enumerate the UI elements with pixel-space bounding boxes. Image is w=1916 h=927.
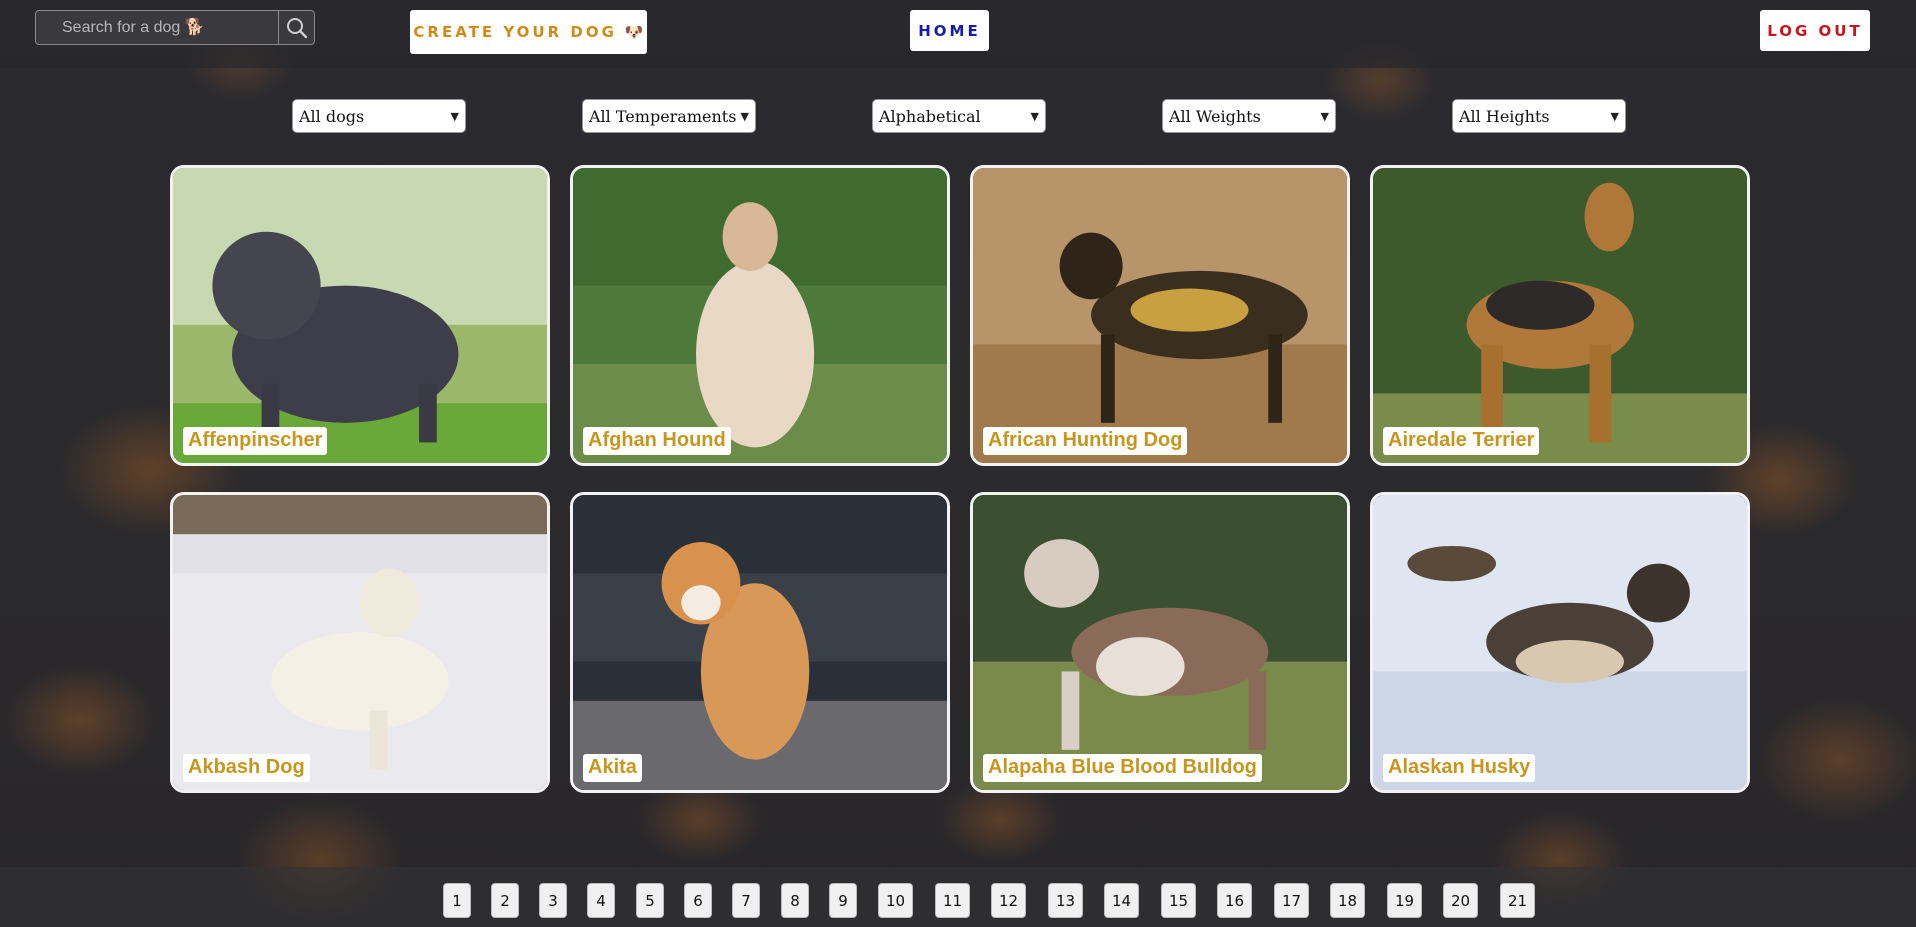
dog-name: Alapaha Blue Blood Bulldog — [983, 754, 1262, 782]
create-dog-label: CREATE YOUR DOG — [413, 23, 617, 41]
dog-photo — [573, 495, 947, 790]
create-dog-button[interactable]: CREATE YOUR DOG 🐶 — [410, 10, 647, 54]
page-button-14[interactable]: 14 — [1104, 883, 1139, 918]
dog-name: Alaskan Husky — [1383, 754, 1536, 782]
page-button-15[interactable]: 15 — [1161, 883, 1196, 918]
page-button-6[interactable]: 6 — [684, 883, 712, 918]
page-button-4[interactable]: 4 — [587, 883, 615, 918]
dog-name: Akbash Dog — [183, 754, 310, 782]
page-button-11[interactable]: 11 — [935, 883, 970, 918]
filter-temperament-select[interactable]: All Temperaments ▼ — [582, 99, 756, 133]
dog-photo — [1373, 495, 1747, 790]
filter-weight-select[interactable]: All Weights ▼ — [1162, 99, 1336, 133]
page-button-17[interactable]: 17 — [1274, 883, 1309, 918]
search-box — [35, 10, 315, 45]
search-input[interactable] — [36, 11, 278, 44]
filter-weight-value: All Weights — [1169, 106, 1261, 126]
filter-origin-select[interactable]: All dogs ▼ — [292, 99, 466, 133]
home-button[interactable]: HOME — [910, 10, 989, 51]
dog-card[interactable]: African Hunting Dog — [970, 165, 1350, 466]
dog-photo — [173, 495, 547, 790]
search-button[interactable] — [278, 11, 314, 44]
dog-card[interactable]: Afghan Hound — [570, 165, 950, 466]
chevron-down-icon: ▼ — [1030, 109, 1039, 123]
page-button-18[interactable]: 18 — [1330, 883, 1365, 918]
search-icon — [286, 17, 307, 38]
dog-photo — [573, 168, 947, 463]
chevron-down-icon: ▼ — [740, 109, 749, 123]
dog-card[interactable]: Affenpinscher — [170, 165, 550, 466]
dog-name: Afghan Hound — [583, 427, 731, 455]
sort-order-value: Alphabetical — [879, 106, 981, 126]
home-label: HOME — [918, 21, 981, 40]
page-button-9[interactable]: 9 — [829, 883, 857, 918]
chevron-down-icon: ▼ — [1610, 109, 1619, 123]
dog-face-icon: 🐶 — [624, 23, 644, 41]
page-button-7[interactable]: 7 — [732, 883, 760, 918]
filter-height-value: All Heights — [1459, 106, 1550, 126]
filter-height-select[interactable]: All Heights ▼ — [1452, 99, 1626, 133]
dog-card[interactable]: Akbash Dog — [170, 492, 550, 793]
dog-photo — [1373, 168, 1747, 463]
dog-name: Akita — [583, 754, 642, 782]
page-button-16[interactable]: 16 — [1217, 883, 1252, 918]
dog-name: Affenpinscher — [183, 427, 328, 455]
filter-temperament-value: All Temperaments — [589, 106, 737, 126]
page-button-12[interactable]: 12 — [991, 883, 1026, 918]
page-button-5[interactable]: 5 — [636, 883, 664, 918]
dog-name: African Hunting Dog — [983, 427, 1188, 455]
dog-photo — [973, 168, 1347, 463]
filter-origin-value: All dogs — [299, 106, 365, 126]
sort-order-select[interactable]: Alphabetical ▼ — [872, 99, 1046, 133]
page-button-13[interactable]: 13 — [1048, 883, 1083, 918]
page-button-19[interactable]: 19 — [1387, 883, 1422, 918]
page-button-3[interactable]: 3 — [539, 883, 567, 918]
page-button-10[interactable]: 10 — [878, 883, 913, 918]
chevron-down-icon: ▼ — [450, 109, 459, 123]
chevron-down-icon: ▼ — [1320, 109, 1329, 123]
dog-photo — [173, 168, 547, 463]
dog-name: Airedale Terrier — [1383, 427, 1540, 455]
dog-card[interactable]: Akita — [570, 492, 950, 793]
dog-card[interactable]: Alaskan Husky — [1370, 492, 1750, 793]
page-button-8[interactable]: 8 — [781, 883, 809, 918]
dog-photo — [973, 495, 1347, 790]
dog-card[interactable]: Airedale Terrier — [1370, 165, 1750, 466]
logout-label: LOG OUT — [1767, 21, 1863, 40]
page-button-1[interactable]: 1 — [443, 883, 471, 918]
page-button-20[interactable]: 20 — [1443, 883, 1478, 918]
logout-button[interactable]: LOG OUT — [1760, 10, 1870, 51]
page-button-21[interactable]: 21 — [1500, 883, 1535, 918]
page-button-2[interactable]: 2 — [491, 883, 519, 918]
dog-card[interactable]: Alapaha Blue Blood Bulldog — [970, 492, 1350, 793]
